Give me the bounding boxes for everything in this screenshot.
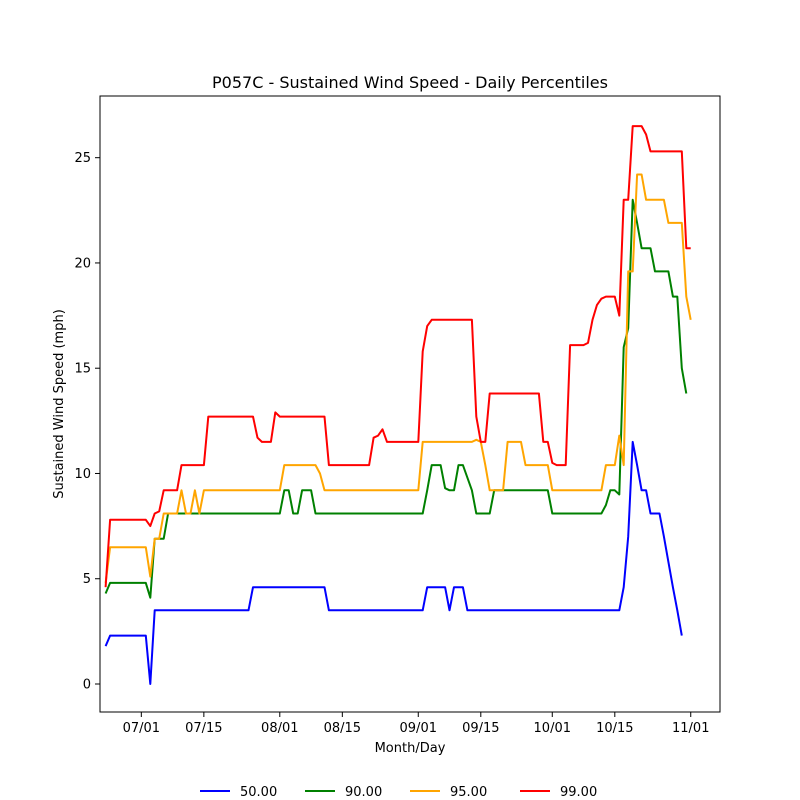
legend: 50.00 90.00 95.00 99.00 — [200, 785, 597, 800]
x-tick-label: 08/15 — [324, 721, 361, 736]
x-tick-label: 07/15 — [185, 721, 222, 736]
x-tick-label: 08/01 — [261, 721, 298, 736]
y-axis: 0 5 10 15 20 25 — [74, 151, 100, 693]
plot-frame — [99, 95, 721, 713]
x-tick-label: 10/01 — [534, 721, 571, 736]
y-tick-label: 25 — [74, 151, 91, 166]
x-tick-label: 07/01 — [123, 721, 160, 736]
x-tick-label: 09/15 — [462, 721, 499, 736]
legend-label: 95.00 — [450, 785, 487, 800]
y-tick-label: 5 — [83, 572, 91, 587]
x-axis-label: Month/Day — [375, 741, 446, 756]
series-line-99-00 — [104, 125, 691, 588]
series-line-95-00 — [104, 173, 692, 584]
series-lines — [104, 125, 692, 685]
y-tick-label: 15 — [74, 362, 91, 377]
y-tick-label: 10 — [74, 467, 91, 482]
legend-label: 99.00 — [560, 785, 597, 800]
x-axis: 07/01 07/15 08/01 08/15 09/01 09/15 10/01 10/15… — [123, 712, 709, 736]
chart-title: P057C - Sustained Wind Speed - Daily Per… — [212, 73, 608, 92]
series-line-50-00 — [104, 440, 683, 685]
x-tick-label: 10/15 — [596, 721, 633, 736]
legend-label: 90.00 — [345, 785, 382, 800]
x-tick-label: 09/01 — [400, 721, 437, 736]
y-axis-label: Sustained Wind Speed (mph) — [52, 309, 67, 499]
x-tick-label: 11/01 — [672, 721, 709, 736]
y-tick-label: 0 — [83, 678, 91, 693]
legend-label: 50.00 — [240, 785, 277, 800]
y-tick-label: 20 — [74, 256, 91, 271]
